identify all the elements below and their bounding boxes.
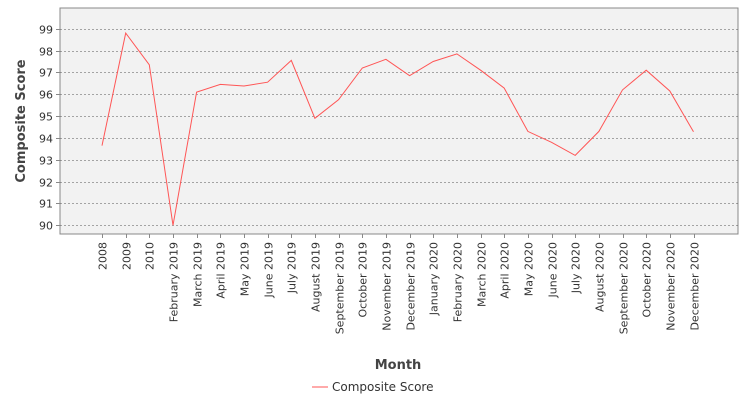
x-tick-label: January 2020 — [428, 242, 441, 316]
x-tick-label: May 2020 — [523, 242, 536, 296]
data-point — [361, 67, 363, 69]
x-tick-label: November 2020 — [665, 242, 678, 331]
x-tick-label: March 2019 — [192, 242, 205, 307]
x-tick-label: October 2020 — [641, 242, 654, 318]
y-tick-label: 90 — [39, 220, 53, 233]
x-axis-title: Month — [375, 358, 422, 373]
x-tick-label: April 2020 — [499, 242, 512, 299]
legend: Composite Score — [312, 380, 433, 394]
data-point — [692, 131, 694, 133]
data-point — [574, 154, 576, 156]
grid-lines — [60, 29, 738, 226]
y-tick-label: 94 — [39, 133, 53, 146]
data-point — [621, 89, 623, 91]
data-point — [243, 85, 245, 87]
series-line — [101, 31, 694, 226]
data-point — [527, 130, 529, 132]
y-axis-title: Composite Score — [14, 59, 29, 182]
data-point — [266, 81, 268, 83]
x-tick-label: 2009 — [121, 242, 134, 270]
x-tick-labels: 2008 2009 2010 February 2019 March 2019 April… — [97, 234, 702, 334]
y-tick-label: 96 — [39, 89, 53, 102]
x-tick-label: April 2019 — [215, 242, 228, 299]
y-tick-labels: 90 91 92 93 94 95 96 97 98 99 — [39, 24, 60, 233]
data-point — [432, 60, 434, 62]
x-tick-label: May 2019 — [239, 242, 252, 296]
legend-label: Composite Score — [332, 380, 433, 394]
data-point — [408, 75, 410, 77]
data-point — [669, 90, 671, 92]
x-tick-label: November 2019 — [381, 242, 394, 331]
x-tick-label: July 2019 — [286, 242, 299, 294]
x-tick-label: 2010 — [144, 242, 157, 270]
x-tick-label: August 2019 — [310, 242, 323, 312]
x-tick-label: February 2020 — [452, 242, 465, 322]
x-tick-label: 2008 — [97, 242, 110, 270]
x-tick-label: March 2020 — [476, 242, 489, 307]
data-point — [598, 130, 600, 132]
data-point — [125, 32, 127, 34]
data-point — [479, 69, 481, 71]
x-tick-label: October 2019 — [357, 242, 370, 318]
x-tick-label: August 2020 — [594, 242, 607, 312]
x-tick-label: September 2019 — [334, 242, 347, 334]
data-point — [550, 141, 552, 143]
series-layer — [101, 31, 694, 226]
x-tick-label: February 2019 — [168, 242, 181, 322]
x-tick-label: July 2020 — [570, 242, 583, 294]
y-tick-label: 93 — [39, 155, 53, 168]
data-point — [148, 64, 150, 66]
data-point — [101, 144, 103, 146]
data-point — [456, 53, 458, 55]
data-point — [290, 59, 292, 61]
x-tick-label: June 2019 — [263, 242, 276, 298]
y-tick-label: 99 — [39, 24, 53, 37]
data-point — [645, 69, 647, 71]
data-point — [337, 99, 339, 101]
x-tick-label: December 2019 — [405, 242, 418, 331]
x-tick-label: June 2020 — [547, 242, 560, 298]
data-point — [503, 87, 505, 89]
y-tick-label: 97 — [39, 67, 53, 80]
y-tick-label: 91 — [39, 198, 53, 211]
x-tick-label: September 2020 — [618, 242, 631, 334]
y-tick-label: 95 — [39, 111, 53, 124]
plot-area — [59, 7, 739, 235]
data-point — [385, 58, 387, 60]
x-tick-label: December 2020 — [689, 242, 702, 331]
data-point — [219, 83, 221, 85]
y-tick-label: 98 — [39, 46, 53, 59]
data-point — [195, 91, 197, 93]
y-tick-label: 92 — [39, 177, 53, 190]
data-point — [314, 117, 316, 119]
data-point — [172, 224, 174, 226]
